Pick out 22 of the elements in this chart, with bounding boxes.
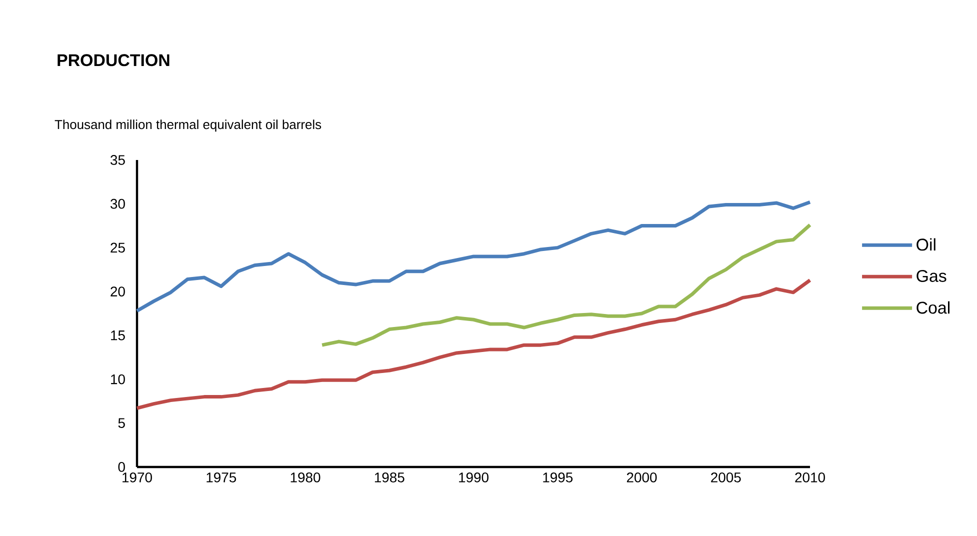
x-tick-label: 1980 xyxy=(290,472,320,482)
chart-title: PRODUCTION xyxy=(58,54,170,66)
y-tick-label: 30 xyxy=(110,198,125,209)
x-tick-label: 1990 xyxy=(459,472,488,482)
x-tick-label: 1975 xyxy=(206,472,236,482)
x-tick-label: 1985 xyxy=(374,472,404,482)
x-tick-label: 1970 xyxy=(122,472,152,482)
y-tick-label: 0 xyxy=(118,462,125,472)
y-tick-label: 20 xyxy=(110,286,125,296)
legend-label: Coal xyxy=(916,301,950,314)
y-tick-label: 5 xyxy=(118,418,125,428)
x-tick-label: 2010 xyxy=(795,472,825,482)
y-tick-label: 10 xyxy=(111,374,125,384)
x-tick-label: 2005 xyxy=(711,472,741,482)
legend-label: Oil xyxy=(916,238,936,251)
y-tick-label: 35 xyxy=(110,155,125,165)
y-tick-label: 15 xyxy=(111,330,125,340)
y-axis-title: Thousand million thermal equivalent oil barrels xyxy=(54,120,322,132)
x-tick-label: 2000 xyxy=(626,472,657,482)
y-tick-label: 25 xyxy=(110,242,125,253)
legend-label: Gas xyxy=(916,270,946,282)
x-tick-label: 1995 xyxy=(543,472,573,482)
